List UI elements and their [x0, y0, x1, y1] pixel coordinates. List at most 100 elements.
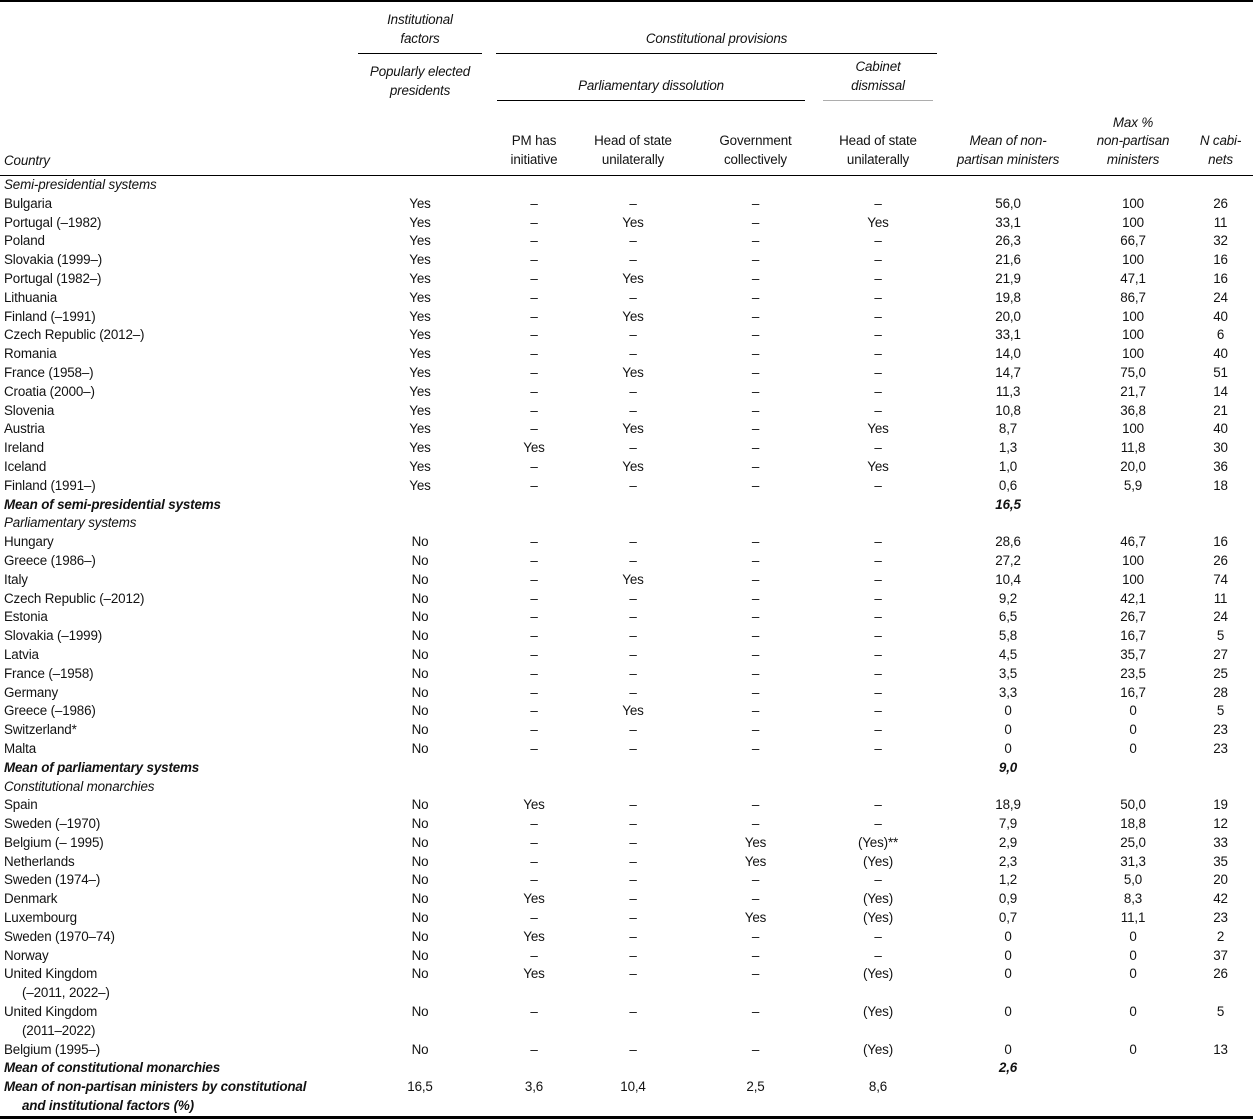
- value-cell: 40: [1213, 421, 1228, 437]
- value-cell: Yes: [622, 308, 644, 324]
- country-cell: France (1958–): [4, 364, 94, 380]
- table-row: Portugal (–1982) Yes – Yes – Yes 33,1 100 11: [0, 214, 1253, 233]
- value-cell: 0: [1129, 966, 1137, 982]
- value-cell: –: [874, 252, 882, 268]
- value-cell: –: [874, 364, 882, 380]
- value-cell: 20: [1213, 872, 1228, 888]
- table-row: Sweden (–1970) No – – – – 7,9 18,8 12: [0, 815, 1253, 834]
- country-cell: Belgium (1995–): [4, 1041, 101, 1057]
- value-cell: –: [874, 402, 882, 418]
- value-cell: 27,2: [995, 552, 1021, 568]
- subgroup-cabinet-dismissal-label: Cabinet dismissal: [823, 58, 934, 101]
- mean-label: Mean of constitutional monarchies: [4, 1060, 221, 1076]
- value-cell: –: [751, 534, 760, 550]
- value-cell: No: [411, 722, 429, 738]
- value-cell: 20,0: [1120, 458, 1146, 474]
- value-cell: –: [530, 289, 538, 305]
- column-header-row: Country PM has initiative Head of state …: [0, 101, 1253, 176]
- value-cell: Yes: [409, 233, 431, 249]
- country-cell: Czech Republic (2012–): [4, 327, 145, 343]
- table-row: Portugal (1982–) Yes – Yes – – 21,9 47,1 16: [0, 270, 1253, 289]
- value-cell: 0,7: [998, 910, 1018, 926]
- value-cell: 28,6: [995, 534, 1021, 550]
- table-row: Finland (1991–) Yes – – – – 0,6 5,9 18: [0, 477, 1253, 496]
- column-header-country: Country: [0, 101, 345, 176]
- value-cell: No: [411, 646, 429, 662]
- value-cell: 74: [1213, 571, 1228, 587]
- country-cell: Malta: [4, 740, 36, 756]
- value-cell: 37: [1213, 947, 1228, 963]
- value-cell: –: [629, 383, 637, 399]
- subgroup-parliamentary-dissolution-label: Parliamentary dissolution: [497, 77, 805, 101]
- country-cell: Spain: [4, 797, 38, 813]
- value-cell: –: [874, 477, 882, 493]
- table-row: Ireland Yes Yes – – – 1,3 11,8 30: [0, 439, 1253, 458]
- table-row: Czech Republic (–2012) No – – – – 9,2 42,1 11: [0, 590, 1253, 609]
- value-cell: –: [629, 966, 637, 982]
- value-cell: –: [751, 327, 760, 343]
- header-spacer: [345, 101, 495, 176]
- country-cell: United Kingdom (–2011, 2022–): [0, 965, 345, 1003]
- value-cell: –: [751, 289, 760, 305]
- value-cell: 0: [1129, 928, 1137, 944]
- table-row: Belgium (– 1995) No – – Yes (Yes)** 2,9 25,0 33: [0, 834, 1253, 853]
- table-row: Bulgaria Yes – – – – 56,0 100 26: [0, 195, 1253, 214]
- value-cell: –: [751, 646, 760, 662]
- table-row: Sweden (1974–) No – – – – 1,2 5,0 20: [0, 871, 1253, 890]
- value-cell: 0: [1004, 703, 1012, 719]
- value-cell: –: [629, 834, 637, 850]
- value-cell: –: [530, 665, 538, 681]
- mean-row: Mean of semi-presidential systems 16,5: [0, 496, 1253, 515]
- value-cell: 26,7: [1120, 609, 1146, 625]
- value-cell: –: [751, 383, 760, 399]
- country-cell: Denmark: [4, 891, 58, 907]
- value-cell: –: [874, 872, 882, 888]
- value-cell: 18: [1213, 477, 1228, 493]
- value-cell: –: [874, 646, 882, 662]
- value-cell: –: [751, 571, 760, 587]
- value-cell: Yes: [409, 289, 431, 305]
- value-cell: –: [530, 590, 538, 606]
- value-cell: 0: [1004, 966, 1012, 982]
- value-cell: 0: [1004, 1041, 1012, 1057]
- group-institutional-factors: Institutional factors: [345, 1, 495, 54]
- table-row: Croatia (2000–) Yes – – – – 11,3 21,7 14: [0, 383, 1253, 402]
- value-cell: No: [411, 609, 429, 625]
- column-header-head-of-state-dissolution: Head of state unilaterally: [573, 101, 693, 176]
- value-cell: 26: [1213, 966, 1228, 982]
- value-cell: 8,3: [1123, 891, 1143, 907]
- table-row: Spain No Yes – – – 18,9 50,0 19: [0, 796, 1253, 815]
- table-row: Poland Yes – – – – 26,3 66,7 32: [0, 232, 1253, 251]
- empty-cell: [1078, 496, 1188, 515]
- value-cell: –: [751, 816, 760, 832]
- value-cell: Yes: [622, 458, 644, 474]
- value-cell: –: [530, 346, 538, 362]
- value-cell: –: [629, 534, 637, 550]
- value-cell: Yes: [409, 327, 431, 343]
- value-cell: Yes: [744, 834, 767, 850]
- value-cell: –: [751, 402, 760, 418]
- value-cell: 42,1: [1120, 590, 1146, 606]
- value-cell: –: [629, 722, 637, 738]
- value-cell: 56,0: [995, 195, 1021, 211]
- value-cell: 0: [1004, 740, 1012, 756]
- value-cell: Yes: [409, 402, 431, 418]
- value-cell: 100: [1122, 308, 1144, 324]
- value-cell: –: [874, 928, 882, 944]
- value-cell: 5: [1216, 1004, 1225, 1020]
- table-row: Hungary No – – – – 28,6 46,7 16: [0, 533, 1253, 552]
- country-cell: Norway: [4, 947, 49, 963]
- value-cell: (Yes): [863, 1041, 894, 1057]
- value-cell: –: [530, 552, 538, 568]
- value-cell: 42: [1213, 891, 1228, 907]
- value-cell: No: [411, 628, 429, 644]
- country-cell: Austria: [4, 421, 45, 437]
- table-row: Slovakia (1999–) Yes – – – – 21,6 100 16: [0, 251, 1253, 270]
- section-header-row: Parliamentary systems: [0, 514, 1253, 533]
- value-cell: Yes: [622, 214, 644, 230]
- value-cell: Yes: [409, 477, 431, 493]
- value-cell: –: [629, 590, 637, 606]
- mean-row: Mean of parliamentary systems 9,0: [0, 759, 1253, 778]
- value-cell: Yes: [409, 440, 431, 456]
- column-header-n-cabinets: N cabi- nets: [1188, 101, 1253, 176]
